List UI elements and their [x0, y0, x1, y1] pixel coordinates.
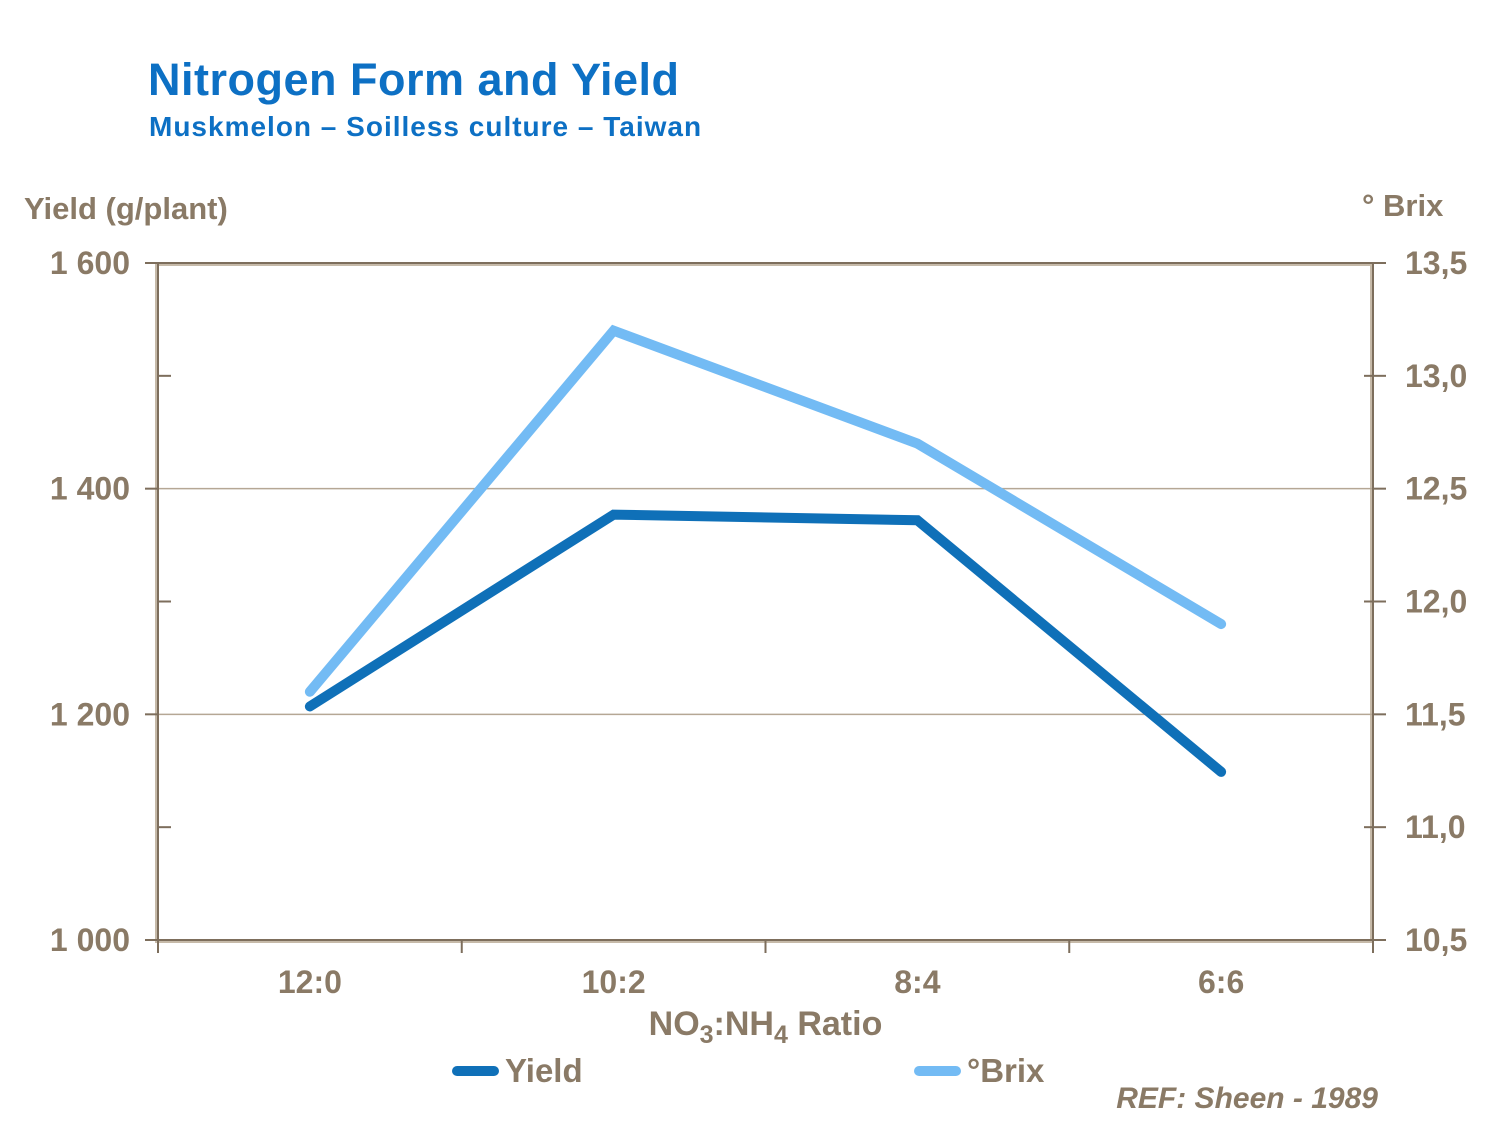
yield-line-swatch-icon	[452, 1066, 499, 1076]
x-axis-tick-label: 10:2	[582, 964, 646, 1000]
plot-border-shadow	[155, 264, 1372, 943]
x-axis-tick-label: 8:4	[894, 964, 940, 1000]
x-axis-tick-label: 12:0	[278, 964, 342, 1000]
right-axis-tick-label: 11,5	[1405, 696, 1466, 732]
chart-subtitle: Muskmelon – Soilless culture – Taiwan	[149, 111, 703, 142]
reference-citation: REF: Sheen - 1989	[1116, 1082, 1378, 1115]
left-axis-tick-label: 1 200	[50, 696, 130, 732]
right-axis-tick-label: 13,5	[1405, 245, 1467, 281]
chart-title: Nitrogen Form and Yield	[148, 54, 680, 105]
right-axis-tick-label: 12,0	[1405, 584, 1467, 620]
x-axis-title-part: 4	[773, 1021, 788, 1049]
legend-label-brix: °Brix	[967, 1052, 1045, 1089]
brix-line-swatch-icon	[914, 1066, 961, 1076]
right-axis-tick-label: 13,0	[1405, 358, 1467, 394]
x-axis-title-part: :NH	[713, 1005, 774, 1043]
x-axis-tick-label: 6:6	[1198, 964, 1244, 1000]
right-axis-tick-label: 12,5	[1405, 471, 1467, 507]
left-axis-tick-label: 1 000	[50, 922, 130, 958]
right-axis-title: ° Brix	[1362, 188, 1444, 223]
left-axis-tick-label: 1 400	[50, 471, 130, 507]
left-axis-title: Yield (g/plant)	[24, 191, 228, 226]
legend-item-brix: °Brix	[914, 1052, 1044, 1090]
left-axis-tick-label: 1 600	[50, 245, 130, 281]
x-axis-title: NO3:NH4 Ratio	[158, 1005, 1373, 1050]
right-axis-tick-label: 11,0	[1405, 809, 1466, 845]
x-axis-title-part: 3	[699, 1021, 714, 1049]
right-axis-tick-label: 10,5	[1405, 922, 1467, 958]
yield-line	[304, 509, 1227, 777]
brix-line	[304, 324, 1227, 697]
x-axis-title-part: NO	[648, 1005, 700, 1043]
x-axis-title-part: Ratio	[787, 1005, 883, 1043]
legend-label-yield: Yield	[505, 1052, 583, 1089]
legend-item-yield: Yield	[452, 1052, 583, 1090]
